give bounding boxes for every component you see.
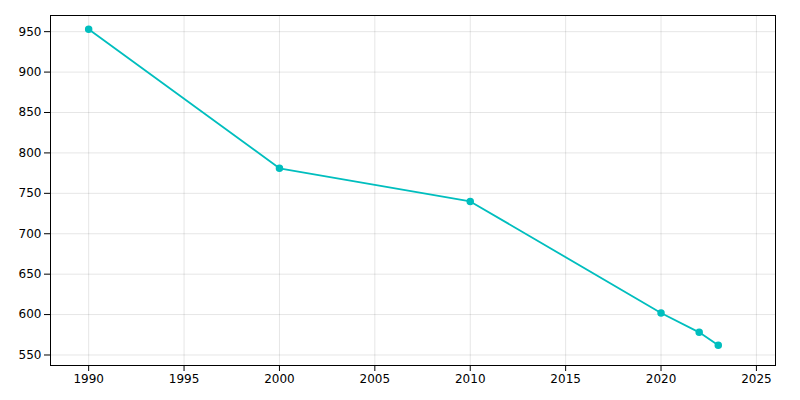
- svg-text:750: 750: [19, 186, 42, 200]
- svg-text:600: 600: [19, 307, 42, 321]
- svg-text:900: 900: [19, 65, 42, 79]
- svg-text:2020: 2020: [646, 372, 677, 386]
- svg-text:2015: 2015: [550, 372, 581, 386]
- svg-text:850: 850: [19, 105, 42, 119]
- svg-text:2005: 2005: [360, 372, 391, 386]
- svg-text:1995: 1995: [169, 372, 200, 386]
- svg-text:650: 650: [19, 267, 42, 281]
- svg-text:950: 950: [19, 25, 42, 39]
- svg-text:2025: 2025: [741, 372, 772, 386]
- svg-text:700: 700: [19, 227, 42, 241]
- svg-text:800: 800: [19, 146, 42, 160]
- svg-text:2010: 2010: [455, 372, 486, 386]
- svg-text:1990: 1990: [73, 372, 104, 386]
- svg-text:2000: 2000: [264, 372, 295, 386]
- svg-text:550: 550: [19, 348, 42, 362]
